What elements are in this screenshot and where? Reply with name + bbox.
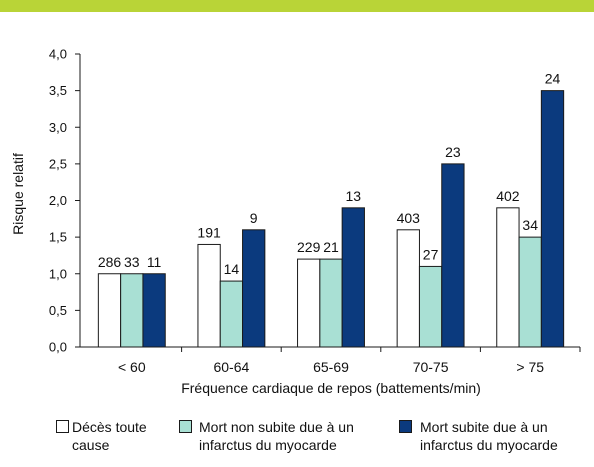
data-label: 403: [397, 210, 421, 226]
data-label: 191: [197, 224, 221, 240]
y-tick-label: 3,5: [49, 83, 67, 98]
data-label: 9: [250, 210, 258, 226]
y-tick-label: 2,0: [49, 193, 67, 208]
legend-swatch: [56, 420, 69, 433]
x-axis: < 60 60-64 65-69 70-75 > 75: [80, 346, 581, 375]
data-label: 33: [124, 254, 140, 270]
data-label: 21: [323, 239, 339, 255]
y-tick-label: 0,5: [49, 303, 67, 318]
x-tick-label: 65-69: [313, 359, 349, 375]
y-tick-label: 1,5: [49, 230, 67, 245]
x-axis-title: Fréquence cardiaque de repos (battements…: [181, 380, 481, 396]
legend-swatch: [179, 420, 192, 433]
y-tick-label: 1,0: [49, 266, 67, 281]
y-tick-label: 2,5: [49, 156, 67, 171]
data-label: 14: [224, 261, 240, 277]
legend-label: Mort subite due à un infarctus du myocar…: [420, 419, 558, 453]
x-tick-label: 60-64: [213, 359, 249, 375]
data-label: 286: [98, 254, 122, 270]
x-tick-label: > 75: [516, 359, 544, 375]
data-label: 11: [147, 254, 162, 270]
y-tick-label: 3,0: [49, 120, 67, 135]
data-label: 229: [297, 239, 321, 255]
bars: [97, 90, 565, 348]
x-tick-label: < 60: [118, 359, 146, 375]
legend-label: Décès toute cause: [72, 419, 147, 453]
top-accent-band: [0, 0, 594, 12]
y-axis: 0,0 0,5 1,0 1,5 2,0 2,5 3,0 3,5 4,0: [49, 47, 81, 355]
y-tick-label: 0,0: [49, 340, 67, 355]
legend-label: Mort non subite due à un infarctus du my…: [199, 419, 354, 453]
y-tick-label: 4,0: [49, 47, 67, 62]
x-tick-label: 70-75: [413, 359, 449, 375]
data-label: 13: [346, 188, 362, 204]
data-label: 24: [545, 71, 561, 87]
data-label: 23: [445, 144, 461, 160]
y-axis-title: Risque relatif: [10, 153, 26, 235]
data-label: 27: [423, 246, 439, 262]
data-label: 402: [496, 188, 520, 204]
legend-swatch: [399, 420, 412, 433]
data-label: 34: [522, 217, 538, 233]
